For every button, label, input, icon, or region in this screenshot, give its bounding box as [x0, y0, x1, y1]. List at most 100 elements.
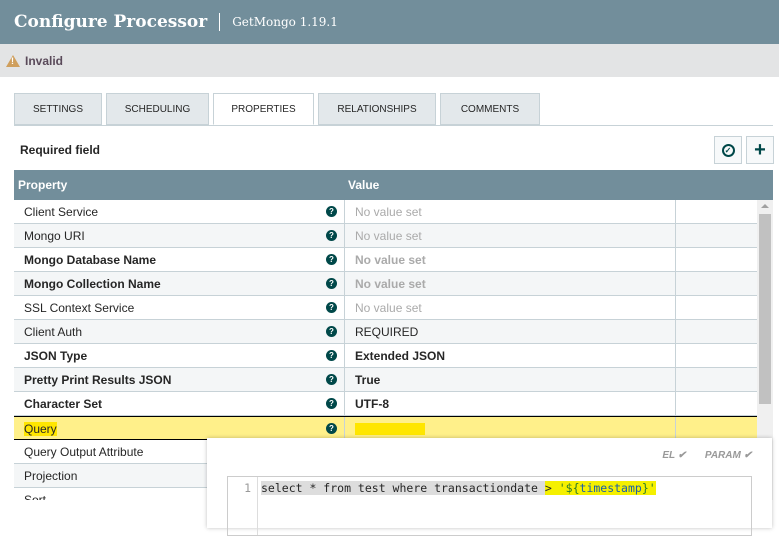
status-text: Invalid	[25, 53, 64, 68]
column-header-property: Property	[18, 178, 68, 192]
dialog-header: Configure Processor GetMongo 1.19.1	[0, 0, 779, 44]
column-header-value: Value	[348, 178, 380, 192]
table-row[interactable]: Character Set? UTF-8	[14, 392, 757, 416]
warning-icon	[6, 54, 20, 67]
table-row[interactable]: Pretty Print Results JSON? True	[14, 368, 757, 392]
scroll-up-icon[interactable]	[761, 204, 769, 208]
property-value[interactable]: No value set	[355, 301, 422, 315]
property-value[interactable]: Extended JSON	[355, 349, 446, 363]
scrollbar[interactable]	[757, 200, 773, 500]
properties-table: Client Service? No value set Mongo URI? No …	[14, 200, 757, 500]
divider	[675, 392, 676, 415]
help-icon[interactable]: ?	[326, 374, 337, 385]
property-value[interactable]: No value set	[355, 253, 426, 267]
code-text: select * from test where transactiondate	[261, 481, 545, 495]
code-editor[interactable]: 1 select * from test where transactionda…	[227, 476, 752, 536]
help-icon[interactable]: ?	[326, 230, 337, 241]
divider	[675, 296, 676, 319]
divider	[344, 368, 345, 391]
divider	[344, 272, 345, 295]
help-icon[interactable]: ?	[326, 423, 337, 434]
divider	[344, 248, 345, 271]
property-value[interactable]: UTF-8	[355, 397, 389, 411]
divider	[675, 368, 676, 391]
editor-flags: EL ✔ PARAM ✔	[646, 450, 752, 461]
divider	[344, 296, 345, 319]
divider	[14, 125, 773, 126]
divider	[344, 200, 345, 223]
line-number: 1	[228, 477, 258, 535]
tab-relationships[interactable]: RELATIONSHIPS	[318, 93, 436, 125]
table-row[interactable]: JSON Type? Extended JSON	[14, 344, 757, 368]
table-row[interactable]: Query?	[14, 416, 757, 440]
property-value[interactable]: REQUIRED	[355, 325, 419, 339]
property-value[interactable]: No value set	[355, 277, 426, 291]
property-value[interactable]: No value set	[355, 205, 422, 219]
property-name: JSON Type	[24, 349, 88, 363]
table-row[interactable]: Mongo URI? No value set	[14, 224, 757, 248]
table-row[interactable]: Mongo Collection Name? No value set	[14, 272, 757, 296]
code-el-variable: timestamp	[579, 481, 642, 495]
property-name: Mongo URI	[24, 229, 85, 243]
property-name: Client Service	[24, 205, 99, 219]
tab-properties[interactable]: PROPERTIES	[213, 93, 314, 125]
divider	[675, 224, 676, 247]
check-circle-icon: ✓	[721, 143, 735, 157]
add-property-button[interactable]: +	[746, 136, 774, 164]
divider	[675, 320, 676, 343]
dialog-title: Configure Processor	[14, 12, 208, 32]
divider	[344, 224, 345, 247]
tab-scheduling[interactable]: SCHEDULING	[106, 93, 209, 125]
help-icon[interactable]: ?	[326, 206, 337, 217]
property-name: Pretty Print Results JSON	[24, 373, 172, 387]
property-name: Projection	[24, 469, 78, 483]
property-value[interactable]: No value set	[355, 229, 422, 243]
table-row[interactable]: Client Service? No value set	[14, 200, 757, 224]
code-operator: >	[544, 481, 559, 495]
help-icon[interactable]: ?	[326, 278, 337, 289]
el-supported-label: EL ✔	[662, 450, 687, 461]
property-name: Mongo Collection Name	[24, 277, 161, 291]
help-icon[interactable]: ?	[326, 326, 337, 337]
divider	[219, 13, 221, 31]
divider	[344, 392, 345, 415]
tab-comments[interactable]: COMMENTS	[440, 93, 540, 125]
property-name: Sort	[24, 493, 47, 500]
divider	[675, 272, 676, 295]
code-el-close: }'	[641, 481, 656, 495]
table-row[interactable]: Mongo Database Name? No value set	[14, 248, 757, 272]
code-el-open: '${	[558, 481, 580, 495]
property-value[interactable]: True	[355, 373, 381, 387]
divider	[675, 417, 676, 439]
divider	[675, 200, 676, 223]
divider	[344, 417, 345, 439]
property-name: Character Set	[24, 397, 103, 411]
property-value-highlight[interactable]	[355, 423, 425, 435]
help-icon[interactable]: ?	[326, 350, 337, 361]
property-value-editor: EL ✔ PARAM ✔ 1 select * from test where …	[207, 438, 772, 536]
status-bar: Invalid	[0, 44, 779, 77]
tab-settings[interactable]: SETTINGS	[14, 93, 102, 125]
required-field-label: Required field	[20, 143, 101, 157]
property-name: SSL Context Service	[24, 301, 135, 315]
divider	[344, 320, 345, 343]
param-supported-label: PARAM ✔	[704, 450, 752, 461]
property-name: Client Auth	[24, 325, 83, 339]
code-line[interactable]: select * from test where transactiondate…	[261, 481, 656, 495]
table-header: Property Value	[14, 170, 773, 200]
divider	[344, 344, 345, 367]
help-icon[interactable]: ?	[326, 254, 337, 265]
divider	[675, 344, 676, 367]
property-name: Query Output Attribute	[24, 445, 144, 459]
table-row[interactable]: Client Auth? REQUIRED	[14, 320, 757, 344]
divider	[675, 248, 676, 271]
processor-type: GetMongo 1.19.1	[232, 15, 338, 29]
help-icon[interactable]: ?	[326, 398, 337, 409]
table-row[interactable]: SSL Context Service? No value set	[14, 296, 757, 320]
plus-icon: +	[754, 138, 766, 161]
help-icon[interactable]: ?	[326, 302, 337, 313]
verify-button[interactable]: ✓	[714, 136, 742, 164]
property-name: Query	[24, 422, 57, 436]
property-name: Mongo Database Name	[24, 253, 157, 267]
scrollbar-thumb[interactable]	[759, 214, 771, 404]
